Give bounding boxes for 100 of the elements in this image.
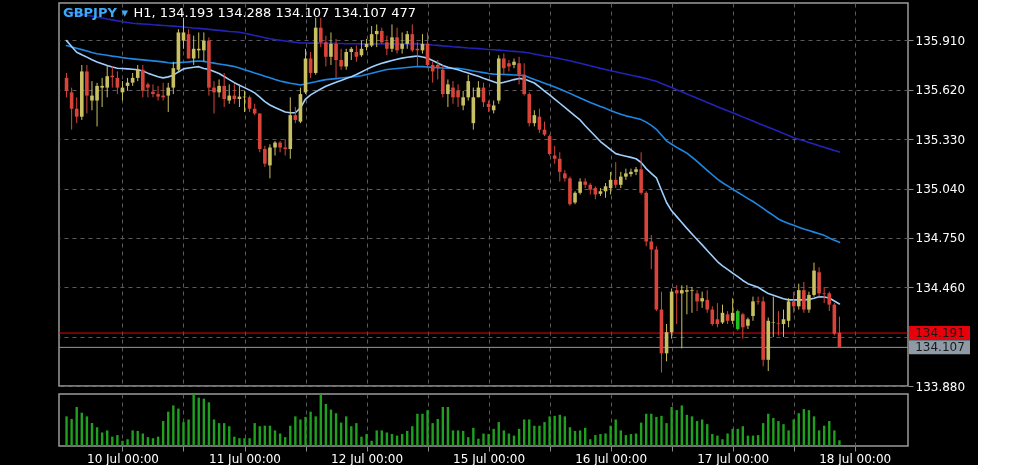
bar (711, 434, 714, 446)
chart-subtitle: H1, 134.193 134.288 134.107 134.107 477 (133, 5, 417, 20)
line-series (65, 44, 841, 244)
candlestick (695, 289, 699, 312)
bar (838, 440, 841, 446)
candlestick (166, 82, 171, 113)
candlestick (268, 143, 272, 179)
bar (426, 410, 429, 446)
bar (777, 421, 780, 446)
candlestick (273, 140, 277, 157)
candlestick (324, 35, 328, 67)
candlestick (435, 59, 440, 80)
candlestick (751, 296, 755, 322)
bar (365, 434, 368, 446)
bar (548, 416, 551, 446)
candlestick (329, 31, 333, 66)
bar (355, 423, 358, 446)
bar (594, 435, 597, 446)
bar (121, 440, 124, 446)
candlestick (512, 57, 516, 69)
bar (238, 438, 241, 446)
bar (182, 422, 185, 446)
candlestick (263, 145, 267, 168)
candlestick (466, 74, 471, 102)
bar (538, 425, 541, 446)
bar (126, 439, 129, 446)
bar (253, 423, 256, 446)
candlestick (735, 309, 740, 332)
x-tick-label: 18 Jul 00:00 (819, 451, 892, 466)
bar (650, 413, 653, 446)
x-tick-label: 15 Jul 00:00 (453, 451, 526, 466)
x-tick-label: 17 Jul 00:00 (697, 451, 770, 466)
candlestick (278, 140, 282, 153)
bar (716, 435, 719, 446)
candlestick (517, 56, 521, 85)
bar (233, 436, 236, 446)
bar (65, 416, 68, 446)
bar (665, 423, 668, 446)
candlestick (796, 283, 801, 311)
candlestick (613, 161, 618, 189)
x-tick-label: 16 Jul 00:00 (575, 451, 648, 466)
bar (111, 436, 114, 446)
bar (833, 430, 836, 446)
bar (294, 416, 297, 446)
candlestick (217, 78, 221, 98)
candlestick (634, 166, 638, 176)
candlestick (557, 151, 562, 183)
bar (187, 419, 190, 446)
bar (70, 418, 73, 446)
candlestick (339, 48, 343, 71)
bar (360, 436, 363, 446)
bar (599, 434, 602, 446)
ref-line-label: 134.191 (915, 326, 965, 341)
bar (370, 440, 373, 446)
x-tick-label: 11 Jul 00:00 (209, 451, 281, 466)
x-tick-label: 10 Jul 00:00 (86, 451, 159, 466)
ref-line-label: 134.107 (915, 340, 965, 355)
bar (533, 425, 536, 446)
candlestick (461, 90, 465, 111)
candlestick (395, 27, 399, 55)
bar (416, 413, 419, 446)
bar (421, 413, 424, 446)
bar (431, 423, 434, 446)
bar (472, 427, 475, 446)
candlestick (771, 296, 776, 338)
bar (553, 415, 556, 446)
y-tick-label: 134.460 (915, 280, 966, 295)
candlestick (400, 31, 404, 55)
bar (248, 438, 251, 446)
y-tick-label: 134.750 (915, 231, 966, 246)
bar (731, 428, 734, 446)
candlestick (181, 17, 186, 50)
bar (304, 416, 307, 446)
candlestick (817, 266, 821, 298)
y-tick-label: 135.620 (915, 83, 966, 98)
candlestick (212, 80, 216, 114)
bar (721, 439, 724, 446)
candlestick (807, 291, 811, 314)
candlestick (374, 23, 379, 48)
y-tick-label: 135.910 (915, 33, 966, 48)
bar (609, 425, 612, 446)
bar (487, 434, 490, 446)
bar (309, 411, 312, 446)
bar (177, 408, 180, 446)
candlestick (639, 151, 643, 195)
candlestick (227, 83, 232, 105)
line-series (65, 10, 841, 153)
candlestick (705, 289, 710, 314)
bar (299, 419, 302, 446)
candlestick (563, 169, 567, 183)
bar (670, 407, 673, 446)
candlestick (522, 62, 526, 97)
chart-title: GBPJPY ▾ (63, 5, 129, 20)
candlestick (802, 281, 806, 314)
candlestick (74, 96, 79, 124)
bar (131, 430, 134, 446)
bar (782, 424, 785, 446)
y-tick-label: 133.880 (915, 379, 966, 394)
bar (116, 435, 119, 446)
bar (660, 415, 663, 446)
